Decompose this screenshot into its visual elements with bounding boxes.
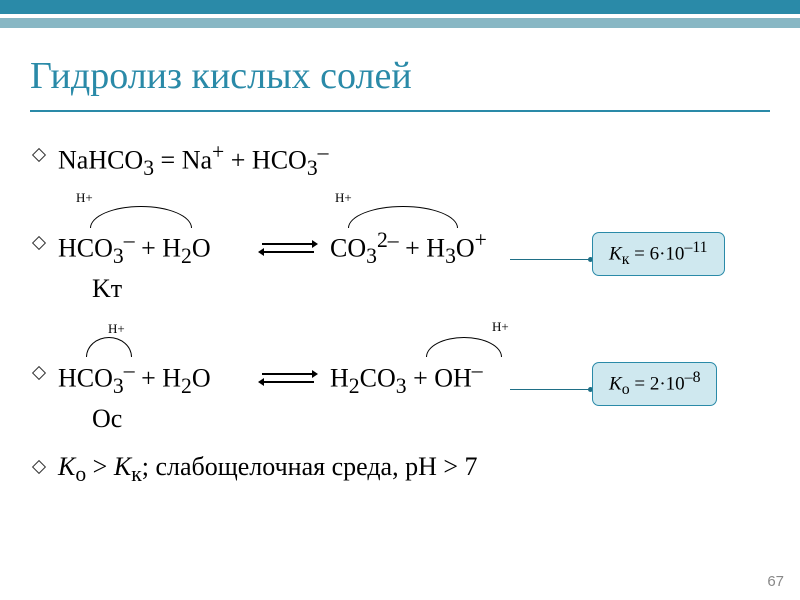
equilibrium-arrow-icon [258,364,318,392]
equation-2-rhs: CO32– + H3O+ [330,228,487,269]
transfer-arc [86,337,132,357]
legend-connector [510,259,592,260]
equation-1: NaHCO3 = Na+ + HCO3– [58,140,328,181]
bullet-icon [32,148,46,162]
title-underline [30,110,770,112]
equation-3-rhs: H2CO3 + OH– [330,358,483,399]
header-bar-secondary [0,18,800,28]
equilibrium-arrow-icon [258,234,318,262]
constant-box-2: Kо = 2·10–8 [592,362,717,406]
proton-label: H+ [335,190,352,206]
equation-4: Kо > Kк; слабощелочная среда, pH > 7 [58,452,478,487]
header-bar-primary [0,0,800,14]
transfer-arc [426,337,502,357]
slide-title: Гидролиз кислых солей [30,54,412,98]
legend-connector [510,389,592,390]
bullet-icon [32,236,46,250]
bullet-icon [32,366,46,380]
equation-3-label: Ос [92,404,122,434]
equation-2-label: Kт [92,274,122,304]
proton-label: H+ [492,319,509,335]
constant-box-1: Kк = 6·10–11 [592,232,725,276]
bullet-icon [32,460,46,474]
transfer-arc [90,206,192,228]
proton-label: H+ [108,321,125,337]
equation-3-lhs: HCO3– + H2O [58,358,211,399]
equation-2-lhs: HCO3– + H2O [58,228,211,269]
page-number: 67 [767,573,784,590]
transfer-arc [348,206,458,228]
proton-label: H+ [76,190,93,206]
